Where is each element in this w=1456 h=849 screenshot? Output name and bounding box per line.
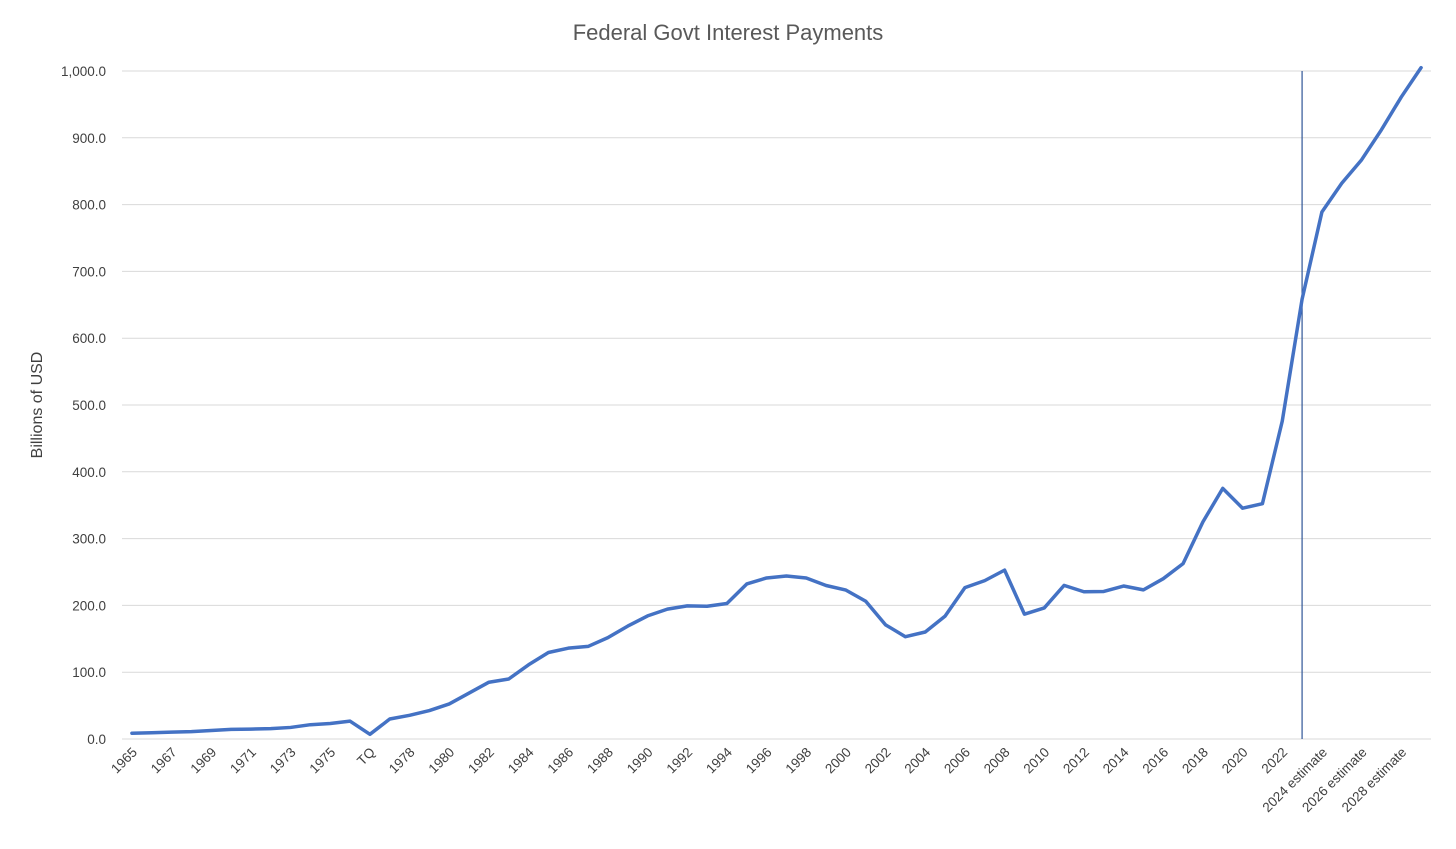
x-tick-label: 1975 xyxy=(307,745,339,777)
x-tick-label: 2012 xyxy=(1060,745,1092,777)
x-tick-label: 2008 xyxy=(981,745,1013,777)
x-tick-label: 1967 xyxy=(148,745,180,777)
x-tick-label: 1994 xyxy=(703,744,735,776)
x-tick-label: 1996 xyxy=(743,745,775,777)
y-tick-label: 800.0 xyxy=(72,198,106,213)
x-tick-label: 2006 xyxy=(941,745,973,777)
y-axis-label: Billions of USD xyxy=(29,352,46,459)
chart-title: Federal Govt Interest Payments xyxy=(573,20,884,45)
x-tick-label: 2018 xyxy=(1179,745,1211,777)
x-tick-label: 1982 xyxy=(465,745,497,777)
x-tick-label: 1988 xyxy=(584,745,616,777)
x-tick-label: 1986 xyxy=(545,745,577,777)
x-tick-label: 2002 xyxy=(862,745,894,777)
x-tick-label: 1969 xyxy=(188,745,220,777)
x-tick-label: 2016 xyxy=(1140,745,1172,777)
x-tick-label: 2010 xyxy=(1021,745,1053,777)
x-tick-label: 2020 xyxy=(1219,745,1251,777)
x-tick-label: 2000 xyxy=(822,745,854,777)
y-tick-label: 1,000.0 xyxy=(61,64,106,79)
x-tick-label: TQ xyxy=(354,745,378,769)
y-tick-label: 400.0 xyxy=(72,465,106,480)
y-tick-label: 100.0 xyxy=(72,665,106,680)
y-tick-label: 200.0 xyxy=(72,598,106,613)
x-axis-ticks: 1965 1967 1969 1971 1973 1975 TQ 1978 1980 1982 19… xyxy=(108,744,1409,815)
x-tick-label: 1998 xyxy=(783,745,815,777)
y-tick-label: 700.0 xyxy=(72,264,106,279)
y-tick-label: 600.0 xyxy=(72,331,106,346)
x-tick-label: 2014 xyxy=(1100,744,1132,776)
x-tick-label: 1980 xyxy=(426,745,458,777)
x-tick-label: 1984 xyxy=(505,744,537,776)
x-tick-label: 1992 xyxy=(664,745,696,777)
series-layer xyxy=(130,65,1423,737)
x-tick-label: 1965 xyxy=(108,745,140,777)
x-tick-label: 1990 xyxy=(624,745,656,777)
y-tick-label: 300.0 xyxy=(72,532,106,547)
x-tick-label: 2004 xyxy=(902,744,934,776)
series-line-interest-payments xyxy=(130,65,1423,737)
y-tick-label: 0.0 xyxy=(87,732,106,747)
y-tick-label: 500.0 xyxy=(72,398,106,413)
x-tick-label: 1971 xyxy=(227,745,259,777)
y-axis-ticks: 0.0 100.0 200.0 300.0 400.0 500.0 600.0 700.0 80… xyxy=(61,64,106,747)
gridlines xyxy=(122,70,1431,740)
x-tick-label: 2022 xyxy=(1259,745,1291,777)
x-tick-label: 1978 xyxy=(386,745,418,777)
y-tick-label: 900.0 xyxy=(72,131,106,146)
x-tick-label: 1973 xyxy=(267,745,299,777)
